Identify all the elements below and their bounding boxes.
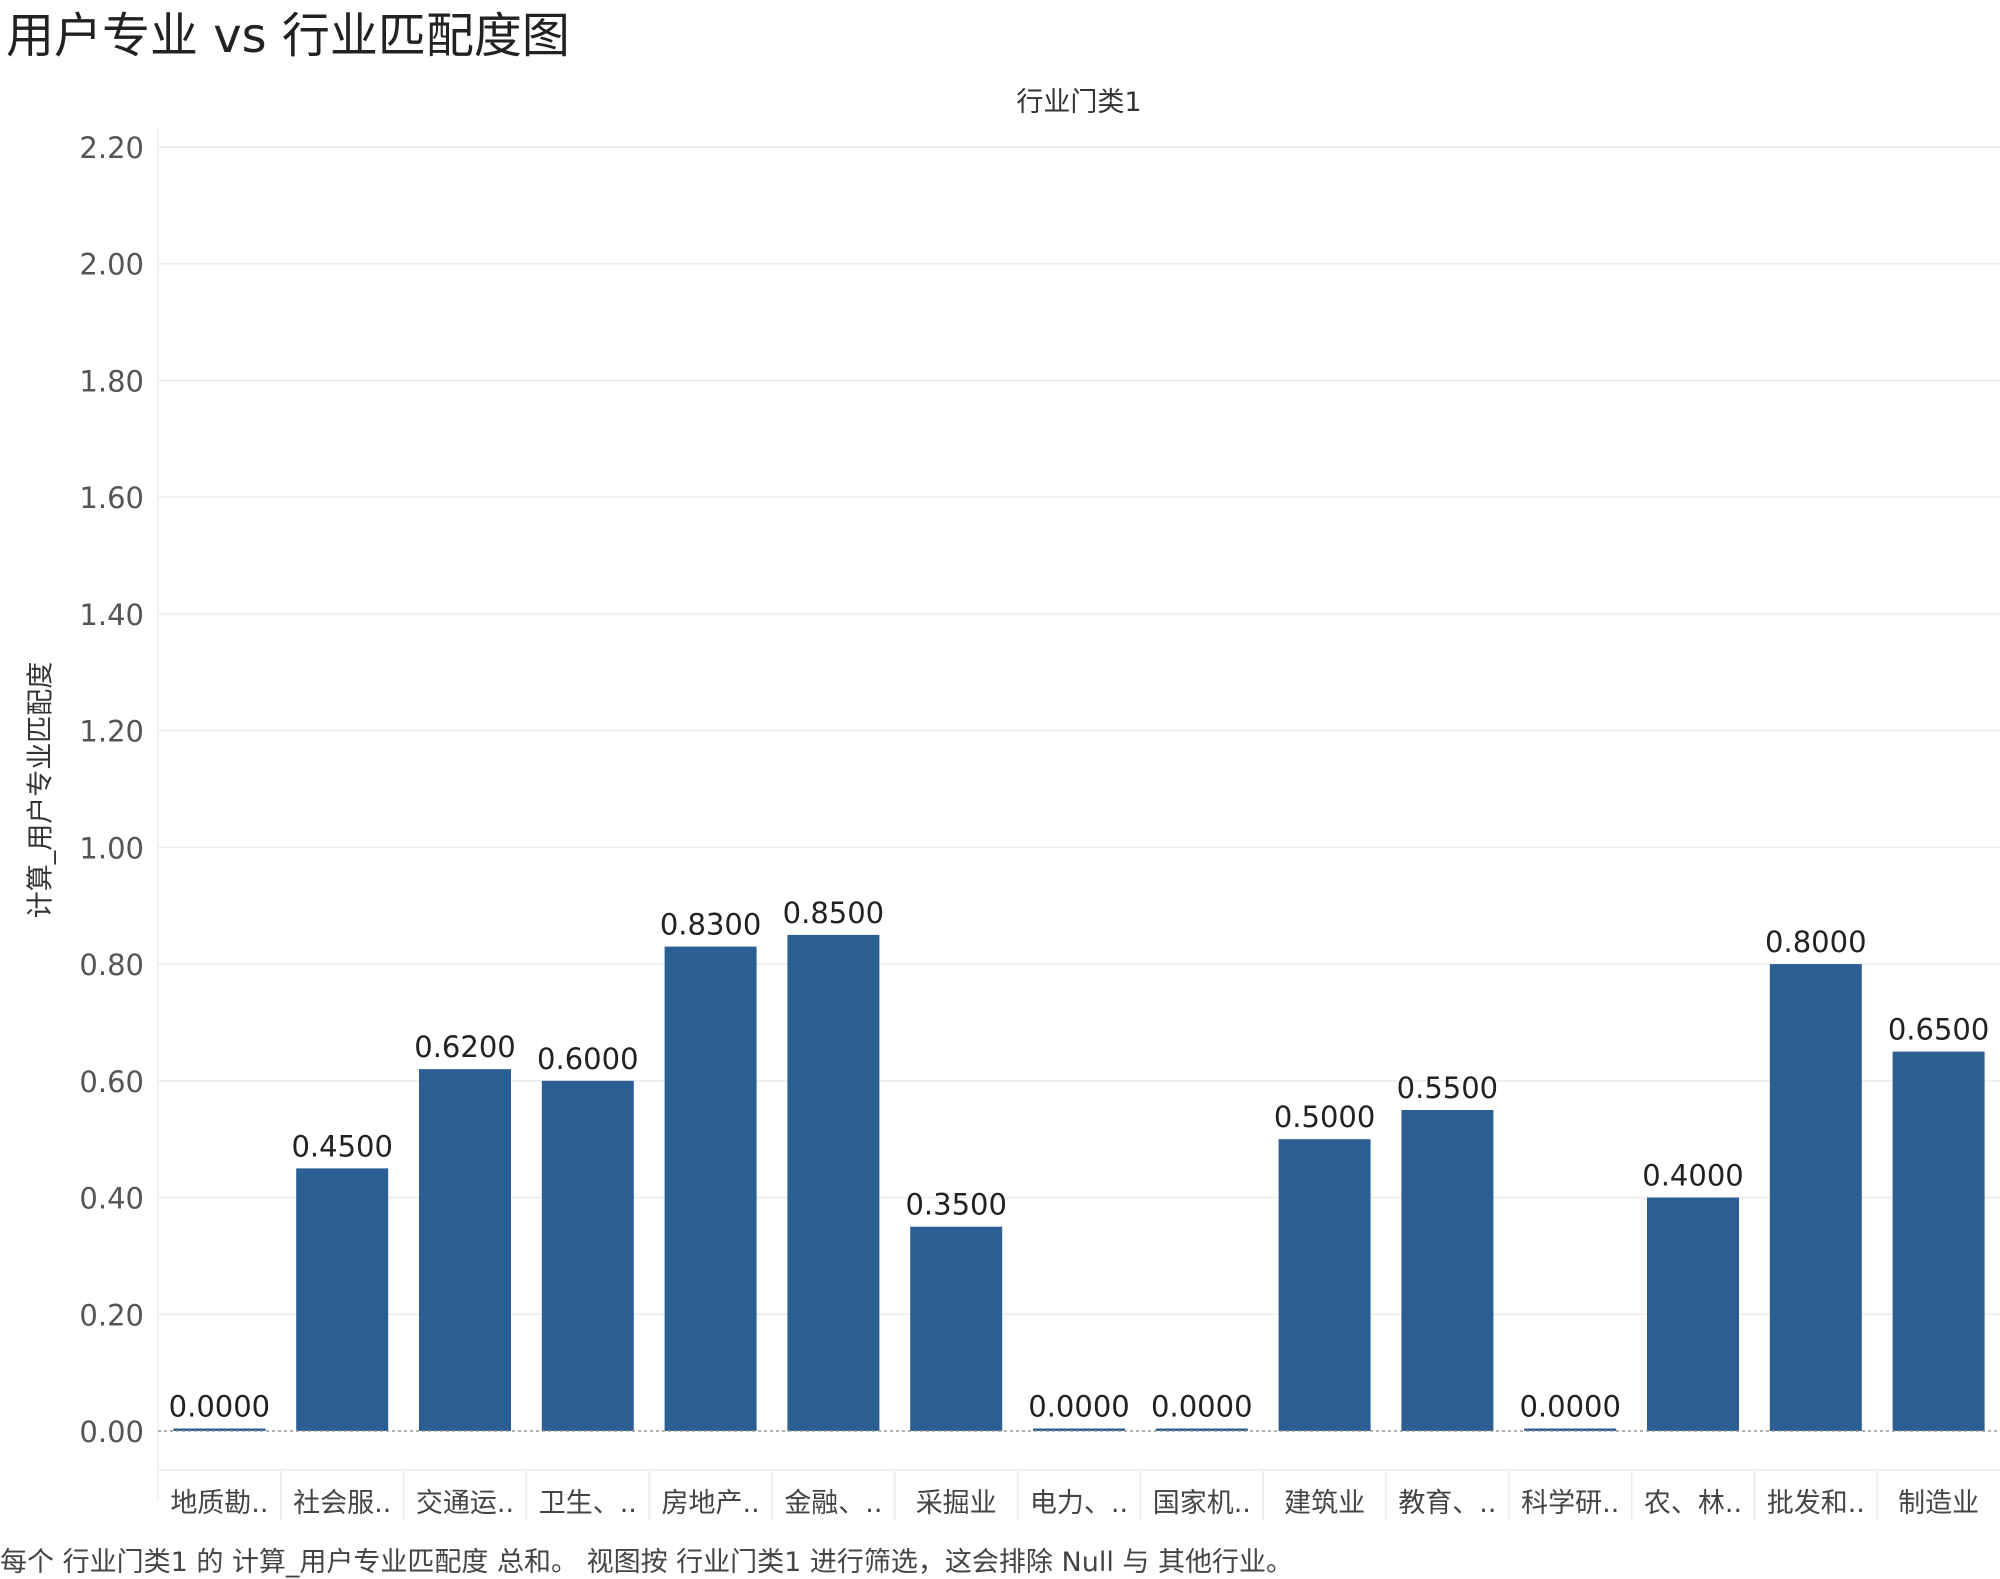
x-axis-header: 行业门类1 — [1016, 87, 1142, 118]
data-label: 0.3500 — [905, 1188, 1006, 1222]
x-tick-label: 卫生、.. — [539, 1488, 637, 1519]
bar — [1647, 1197, 1739, 1431]
y-tick-label: 1.00 — [79, 831, 144, 865]
x-tick-label: 国家机.. — [1153, 1488, 1251, 1519]
data-label: 0.0000 — [169, 1390, 270, 1424]
x-tick-label: 采掘业 — [916, 1488, 997, 1519]
data-label: 0.8000 — [1765, 925, 1866, 959]
x-tick-label: 房地产.. — [662, 1488, 760, 1519]
x-tick-label: 教育、.. — [1398, 1488, 1496, 1519]
x-tick-label: 批发和.. — [1767, 1488, 1865, 1519]
x-tick-label: 科学研.. — [1521, 1488, 1619, 1519]
x-tick-label: 金融、.. — [784, 1488, 882, 1519]
data-label: 0.6200 — [414, 1030, 515, 1064]
data-label: 0.5000 — [1274, 1100, 1375, 1134]
x-tick-label: 交通运.. — [416, 1488, 514, 1519]
bar — [1155, 1428, 1248, 1431]
data-label: 0.0000 — [1151, 1390, 1252, 1424]
y-tick-label: 1.20 — [79, 715, 144, 749]
y-tick-label: 0.20 — [79, 1298, 144, 1332]
bar — [664, 946, 757, 1431]
data-label: 0.8300 — [660, 908, 761, 942]
data-label: 0.0000 — [1519, 1390, 1620, 1424]
bar — [1769, 964, 1862, 1431]
footnote: 每个 行业门类1 的 计算_用户专业匹配度 总和。 视图按 行业门类1 进行筛选… — [0, 1547, 1293, 1578]
y-tick-label: 1.60 — [79, 481, 144, 515]
y-tick-label: 1.40 — [79, 598, 144, 632]
data-label: 0.5500 — [1397, 1071, 1498, 1105]
bar — [1892, 1051, 1985, 1431]
x-tick-label: 建筑业 — [1284, 1488, 1365, 1519]
x-tick-label: 农、林.. — [1644, 1488, 1742, 1519]
x-tick-label: 电力、.. — [1030, 1488, 1128, 1519]
y-tick-label: 0.40 — [79, 1182, 144, 1216]
y-tick-label: 2.20 — [79, 131, 144, 165]
data-label: 0.0000 — [1028, 1390, 1129, 1424]
bar — [1033, 1428, 1125, 1431]
data-label: 0.6500 — [1888, 1013, 1989, 1047]
data-label: 0.4000 — [1642, 1159, 1743, 1193]
x-tick-label: 社会服.. — [293, 1488, 391, 1519]
x-tick-label: 制造业 — [1898, 1488, 1979, 1519]
bar — [1401, 1110, 1494, 1431]
bar — [787, 934, 880, 1431]
bar — [173, 1428, 266, 1431]
bar — [1278, 1139, 1371, 1431]
y-tick-label: 0.00 — [79, 1415, 144, 1449]
y-tick-label: 0.80 — [79, 948, 144, 982]
bar — [296, 1168, 389, 1431]
data-label: 0.6000 — [537, 1042, 638, 1076]
chart-title: 用户专业 vs 行业匹配度图 — [6, 8, 570, 64]
y-tick-label: 2.00 — [79, 248, 144, 282]
bar — [1524, 1428, 1617, 1431]
y-tick-label: 1.80 — [79, 364, 144, 398]
bar — [910, 1226, 1003, 1431]
x-tick-label: 地质勘.. — [170, 1488, 268, 1519]
data-label: 0.4500 — [291, 1129, 392, 1163]
y-tick-label: 0.60 — [79, 1065, 144, 1099]
bar — [419, 1069, 511, 1431]
bar — [541, 1080, 634, 1431]
data-label: 0.8500 — [783, 896, 884, 930]
